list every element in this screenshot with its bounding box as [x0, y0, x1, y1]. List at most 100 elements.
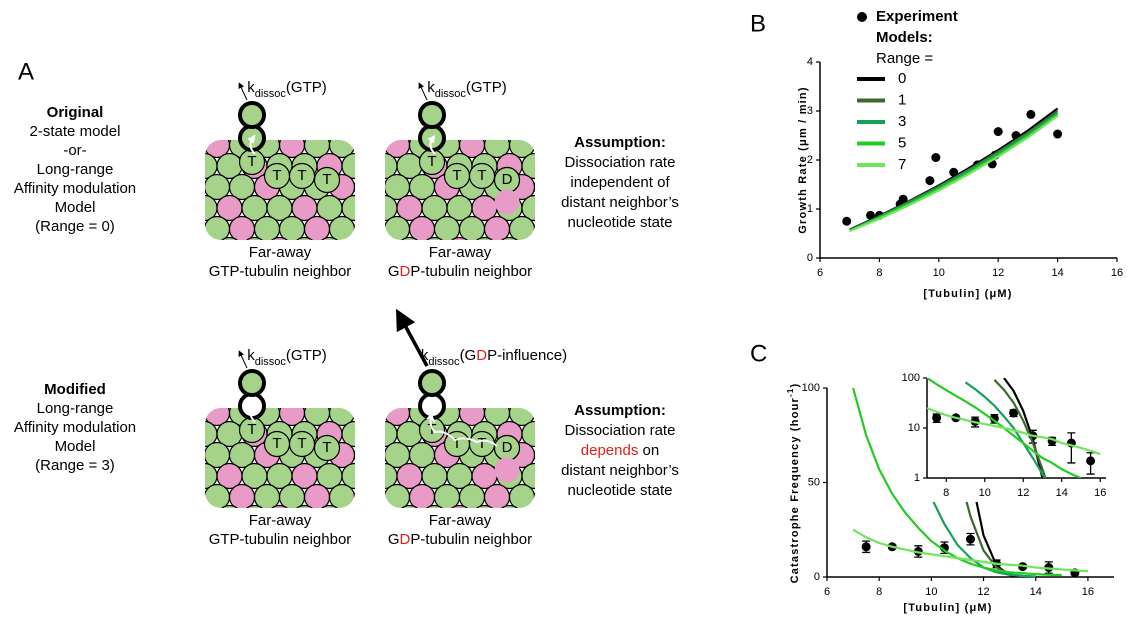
- legend-label: Experiment: [876, 8, 958, 25]
- protofilament-subunit: [240, 103, 264, 127]
- dissociation-arrow: [240, 85, 247, 100]
- text-segment: Far-away: [249, 244, 312, 261]
- subunit-symbol: T: [322, 171, 331, 188]
- lattice-subunit: [180, 485, 205, 510]
- lattice-subunit: [192, 506, 217, 531]
- panel-label: A: [18, 58, 34, 85]
- x-tick-label: 14: [1056, 487, 1068, 499]
- lattice-subunit: [372, 506, 397, 531]
- text-segment: (Range = 0): [35, 218, 115, 235]
- lattice-subunit: [355, 217, 380, 242]
- text-segment: Far-away: [249, 512, 312, 529]
- data-point: [932, 413, 941, 422]
- text-segment: (GTP): [466, 79, 507, 96]
- text-segment: 2-state model: [30, 123, 121, 140]
- y-tick-label: 100: [902, 372, 920, 384]
- assumption-text: nucleotide state: [567, 482, 672, 499]
- model-description: Model: [55, 438, 96, 455]
- subunit-symbol: T: [247, 153, 256, 170]
- rate-label: kdissoc(GTP): [247, 347, 327, 368]
- text-segment: -or-: [63, 142, 86, 159]
- model-description: (Range = 3): [35, 457, 115, 474]
- text-segment: on: [638, 442, 659, 459]
- text-segment: D: [400, 531, 411, 548]
- data-point: [862, 542, 871, 551]
- data-point: [1053, 130, 1062, 139]
- data-point: [925, 176, 934, 185]
- lattice-subunit: [535, 133, 560, 158]
- model-description: Long-range: [37, 400, 114, 417]
- assumption-text: independent of: [570, 174, 670, 191]
- text-segment: Dissociation rate: [565, 422, 676, 439]
- text-segment: Catastrophe Frequency (hour: [789, 397, 801, 583]
- x-tick-label: 14: [1030, 586, 1042, 598]
- lattice-subunit: [317, 238, 342, 263]
- y-tick-label: 0: [814, 571, 820, 583]
- text-segment: Far-away: [429, 512, 492, 529]
- text-segment: distant neighbor’s: [561, 194, 679, 211]
- diagram-caption: GTP-tubulin neighbor: [209, 263, 352, 280]
- x-tick-label: 8: [876, 586, 882, 598]
- rate-label: kdissoc(GTP): [247, 79, 327, 100]
- page: {"panel_a": { "label": "A", "lattice_sym…: [0, 0, 1131, 621]
- model-description: Affinity modulation: [14, 180, 136, 197]
- text-segment: Affinity modulation: [14, 419, 136, 436]
- lattice-subunit: [360, 401, 385, 426]
- text-segment: Long-range: [37, 400, 114, 417]
- lattice-subunit: [355, 443, 380, 468]
- text-segment: (GTP): [286, 347, 327, 364]
- data-point: [931, 153, 940, 162]
- subunit-symbol: T: [272, 167, 281, 184]
- lattice-subunit: [342, 238, 367, 263]
- protofilament-subunit: [240, 371, 264, 395]
- diagram-caption: GDP-tubulin neighbor: [388, 263, 532, 280]
- x-tick-label: 10: [933, 267, 945, 279]
- text-segment: independent of: [570, 174, 670, 191]
- lattice-subunit: [360, 217, 385, 242]
- inset-background: [902, 370, 1109, 502]
- assumption-text: distant neighbor’s: [561, 462, 679, 479]
- lattice-subunit: [192, 238, 217, 263]
- plot-marks: [842, 109, 1062, 232]
- subunit-symbol: T: [297, 167, 306, 184]
- model-description: Affinity modulation: [14, 419, 136, 436]
- subunit-symbol: T: [247, 421, 256, 438]
- x-axis-label: [Tubulin] (μM): [923, 288, 1012, 300]
- diagram-caption: GDP-tubulin neighbor: [388, 531, 532, 548]
- assumption-text: depends on: [581, 442, 659, 459]
- assumption-text: Assumption:: [574, 134, 666, 151]
- model-description: Original: [47, 104, 104, 121]
- legend-symbol: [857, 12, 867, 22]
- lattice-subunit: [360, 485, 385, 510]
- y-tick-label: 100: [802, 382, 820, 394]
- lattice-subunit: [355, 485, 380, 510]
- model-description: 2-state model: [30, 123, 121, 140]
- text-segment: P-tubulin neighbor: [410, 263, 532, 280]
- lattice-subunit: [497, 238, 522, 263]
- text-segment: ): [789, 383, 801, 388]
- lattice-subunit: [397, 506, 422, 531]
- x-tick-label: 10: [979, 487, 991, 499]
- subunit-symbol: D: [502, 171, 513, 188]
- rate-label: kdissoc(GTP): [427, 79, 507, 100]
- lattice-subunit: [217, 238, 242, 263]
- x-tick-label: 16: [1082, 586, 1094, 598]
- text-segment: Assumption:: [574, 402, 666, 419]
- y-tick-label: 1: [914, 472, 920, 484]
- lattice-subunit: [547, 506, 572, 531]
- subunit-symbol: T: [477, 435, 486, 452]
- data-point: [966, 535, 975, 544]
- y-axis-label: Catastrophe Frequency (hour-1): [786, 383, 801, 584]
- text-segment: nucleotide state: [567, 214, 672, 231]
- model-description: Long-range: [37, 161, 114, 178]
- x-tick-label: 12: [977, 586, 989, 598]
- x-tick-label: 16: [1111, 267, 1123, 279]
- lattice-subunit: [397, 238, 422, 263]
- text-segment: (GTP): [286, 79, 327, 96]
- lattice-subunit: [497, 506, 522, 531]
- text-segment: Dissociation rate: [565, 154, 676, 171]
- subunit-symbol: T: [427, 153, 436, 170]
- x-tick-label: 14: [1051, 267, 1063, 279]
- text-segment: dissoc: [428, 356, 460, 368]
- text-segment: P-influence): [487, 347, 567, 364]
